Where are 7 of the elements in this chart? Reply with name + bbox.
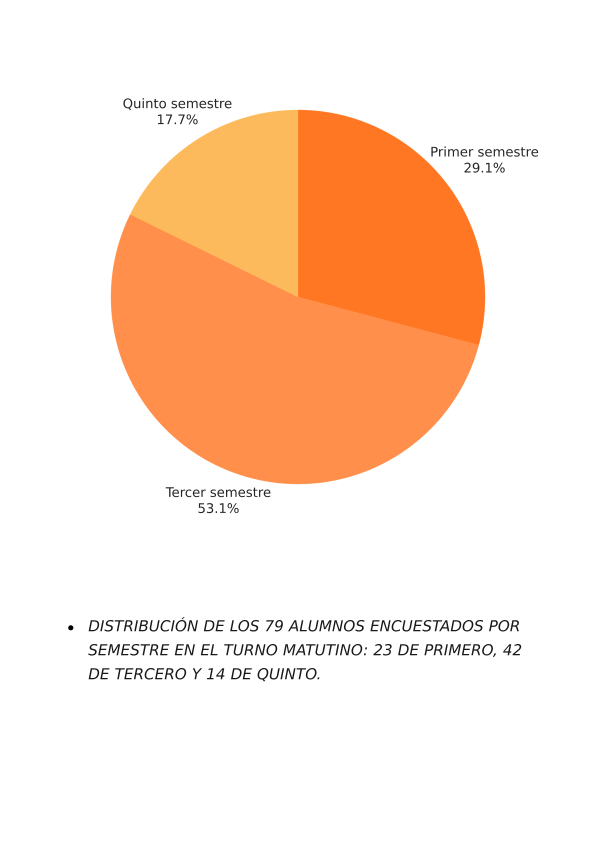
data-label: 53.1% (198, 503, 239, 514)
slice-label: Tercer semestre (166, 487, 270, 498)
slice-label: Quinto semestre (123, 98, 232, 110)
text: DISTRIBUCIÓN DE LOS 79 ALUMNOS ENCUESTADOS POR SEMESTRE EN EL TURNO MATUTINO: 23 DE PRIMERO, 42 DE TERCERO Y 14 DE QUINTO. (88, 617, 522, 682)
slice-label: Primer semestre (431, 146, 538, 157)
data-label: 29.1% (464, 162, 505, 173)
data-label: 17.7% (158, 114, 198, 124)
